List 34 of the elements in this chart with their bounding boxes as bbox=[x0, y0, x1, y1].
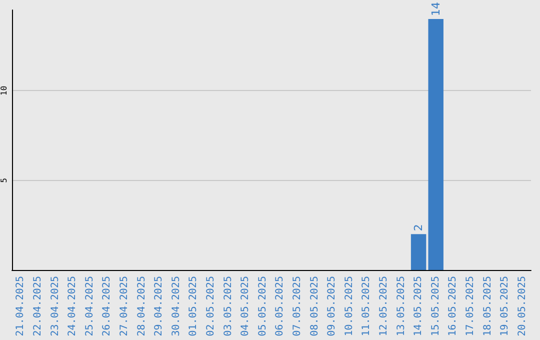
data-label: 14 bbox=[429, 2, 442, 16]
x-tick-label: 20.05.2025 bbox=[516, 276, 528, 336]
y-tick-label: 5 bbox=[0, 178, 8, 183]
x-tick-label: 03.05.2025 bbox=[222, 276, 234, 336]
data-label: 2 bbox=[412, 224, 426, 232]
x-tick-label: 02.05.2025 bbox=[205, 276, 216, 336]
x-tick-label: 10.05.2025 bbox=[344, 276, 355, 336]
x-tick-label: 19.05.2025 bbox=[500, 276, 511, 336]
x-tick-label: 06.05.2025 bbox=[274, 276, 286, 336]
x-tick-label: 30.04.2025 bbox=[170, 276, 182, 336]
x-tick-label: 09.05.2025 bbox=[326, 276, 338, 336]
x-tick-label: 26.04.2025 bbox=[102, 276, 113, 336]
x-tick-label: 21.04.2025 bbox=[15, 276, 26, 336]
x-tick-label: 13.05.2025 bbox=[396, 276, 407, 336]
x-tick-label: 25.04.2025 bbox=[84, 276, 96, 336]
x-tick-label: 27.04.2025 bbox=[118, 276, 130, 336]
y-tick-label: 10 bbox=[0, 86, 8, 96]
x-tick-label: 16.05.2025 bbox=[448, 276, 459, 336]
x-tick-label: 17.05.2025 bbox=[464, 276, 476, 336]
x-tick-label: 01.05.2025 bbox=[188, 276, 200, 336]
x-tick-label: 11.05.2025 bbox=[361, 276, 372, 336]
x-tick-label: 08.05.2025 bbox=[309, 276, 320, 336]
x-tick-label: 15.05.2025 bbox=[430, 276, 442, 336]
x-tick-label: 04.05.2025 bbox=[240, 276, 252, 336]
x-tick-label: 07.05.2025 bbox=[292, 276, 303, 336]
x-tick-label: 29.04.2025 bbox=[154, 276, 165, 336]
x-tick-label: 14.05.2025 bbox=[413, 276, 424, 336]
x-tick-label: 24.04.2025 bbox=[67, 276, 78, 336]
x-tick-label: 22.04.2025 bbox=[32, 276, 44, 336]
x-tick-label: 12.05.2025 bbox=[378, 276, 390, 336]
x-tick-label: 28.04.2025 bbox=[136, 276, 148, 336]
x-tick-label: 05.05.2025 bbox=[257, 276, 268, 336]
x-tick-label: 18.05.2025 bbox=[482, 276, 494, 336]
x-tick-label: 23.04.2025 bbox=[50, 276, 61, 336]
